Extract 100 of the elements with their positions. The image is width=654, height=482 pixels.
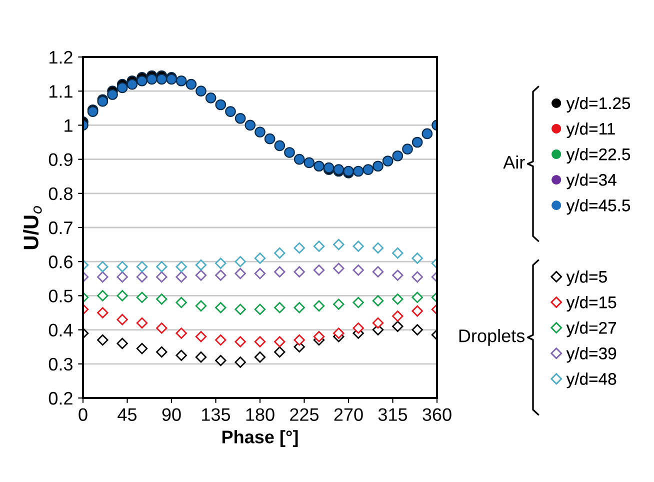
point [136, 271, 148, 283]
x-axis-title: Phase [°] [222, 430, 298, 447]
point [254, 126, 266, 138]
point [234, 112, 246, 124]
y-tick-label: 0.6 [48, 256, 72, 268]
point [352, 296, 364, 308]
point [244, 120, 256, 131]
y-axis-title: U/U$_{o}$ [23, 206, 42, 250]
y-tick-label: 1.1 [50, 85, 72, 98]
point [195, 300, 207, 312]
point [333, 298, 344, 310]
point [136, 317, 148, 329]
x-tick-label: 180 [246, 408, 274, 421]
legend-label: y/d=22.5 [566, 148, 630, 164]
point [97, 261, 108, 272]
point [294, 242, 305, 254]
point [313, 331, 325, 342]
point [274, 302, 286, 314]
point [294, 266, 305, 278]
point [313, 300, 325, 312]
y-tick-label: 0.5 [48, 290, 73, 302]
point [274, 140, 286, 152]
legend-label: y/d=39 [566, 347, 616, 363]
point [372, 317, 384, 329]
y-tick-label: 0.2 [48, 392, 72, 405]
legend-label: y/d=45.5 [566, 199, 630, 215]
point [234, 268, 246, 280]
point [254, 351, 266, 363]
point [176, 261, 187, 272]
point [313, 264, 325, 276]
point [382, 156, 394, 166]
point [274, 346, 286, 358]
point [116, 338, 128, 350]
point [412, 292, 423, 304]
point [176, 271, 187, 283]
point [205, 92, 216, 104]
point [136, 342, 148, 354]
legend-label: y/d=27 [566, 322, 616, 338]
point [254, 304, 266, 315]
point [274, 247, 286, 259]
point [392, 270, 404, 281]
point [136, 292, 148, 304]
point [372, 242, 384, 254]
point [294, 334, 305, 346]
point [116, 314, 128, 326]
point [176, 75, 187, 86]
point [176, 296, 187, 308]
point [392, 320, 404, 332]
legend-label: y/d=34 [566, 174, 616, 190]
legend-label: y/d=11 [566, 122, 615, 138]
text: Air [503, 155, 525, 169]
point [352, 240, 364, 252]
point [215, 334, 226, 346]
point [412, 305, 423, 317]
point [234, 256, 246, 268]
point [372, 160, 384, 172]
legend-label: y/d=5 [566, 270, 607, 286]
point [274, 266, 286, 278]
legend-label: y/d=1.25 [566, 96, 630, 112]
point [412, 252, 423, 264]
point [156, 74, 168, 85]
point [274, 336, 286, 348]
point [254, 268, 266, 280]
point [156, 346, 168, 358]
point [116, 271, 128, 283]
point [362, 164, 374, 175]
point [116, 82, 128, 94]
point [402, 144, 413, 154]
point [254, 252, 266, 264]
point [156, 271, 168, 283]
point [196, 86, 206, 97]
point [352, 264, 364, 276]
point [412, 136, 423, 148]
point [333, 328, 344, 339]
point [392, 294, 404, 305]
x-tick-label: 0 [78, 408, 88, 421]
x-tick-label: 225 [290, 408, 319, 421]
point [97, 334, 108, 346]
legend-label: y/d=48 [566, 372, 616, 388]
point [156, 294, 168, 305]
point [422, 128, 433, 140]
point [215, 354, 226, 366]
point [352, 322, 364, 334]
point [146, 74, 158, 85]
point [254, 336, 266, 348]
point [186, 78, 197, 90]
point [304, 157, 315, 168]
point [215, 258, 226, 269]
point [97, 271, 108, 283]
point [412, 271, 423, 283]
point [333, 262, 344, 274]
point [392, 150, 404, 162]
point [156, 322, 168, 334]
x-tick-label: 315 [378, 408, 408, 421]
point [176, 350, 187, 361]
point [107, 89, 118, 100]
point [195, 270, 207, 281]
point [313, 240, 325, 252]
point [215, 99, 226, 110]
y-tick-label: 0.9 [48, 153, 72, 166]
